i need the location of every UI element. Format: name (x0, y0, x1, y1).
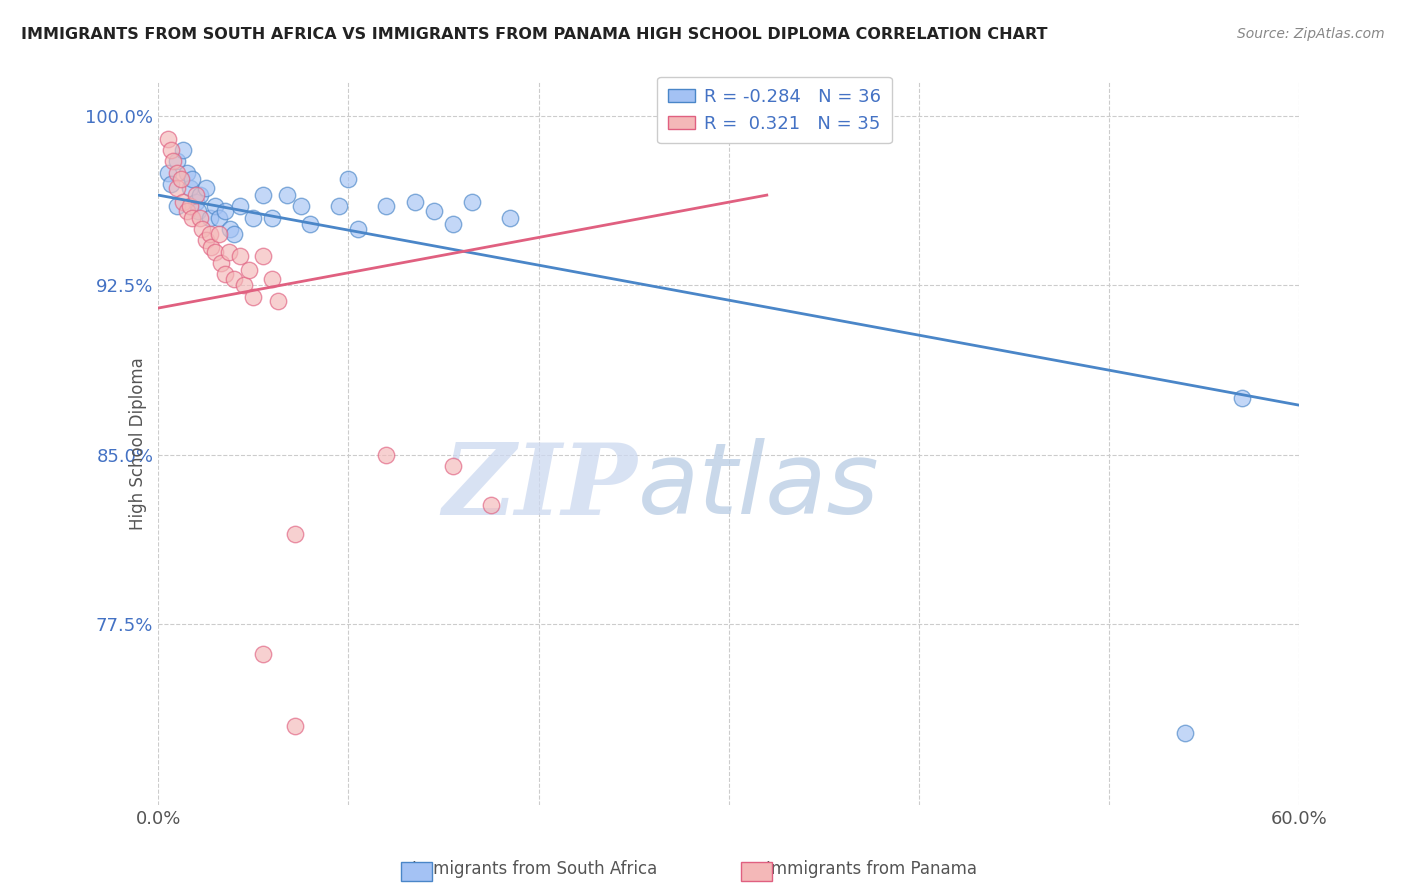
Point (176, 203, 198, 218)
Point (170, 172, 193, 186)
Point (172, 194, 194, 209)
Point (262, 271, 284, 285)
Point (441, 459, 464, 474)
Point (242, 290, 264, 304)
Point (252, 188, 274, 202)
Point (299, 218, 322, 232)
Point (404, 194, 426, 209)
Point (204, 199, 226, 213)
Point (160, 143, 183, 157)
Point (1174, 726, 1197, 740)
Point (194, 181, 217, 195)
Point (166, 165, 188, 179)
Point (347, 222, 370, 236)
Point (214, 267, 236, 281)
Point (242, 211, 264, 225)
Point (186, 194, 208, 209)
Point (198, 211, 221, 225)
Point (337, 172, 360, 186)
Point (188, 211, 211, 225)
Point (208, 211, 231, 225)
Point (262, 211, 284, 225)
Point (224, 271, 246, 285)
Point (179, 181, 201, 195)
Point (479, 498, 502, 512)
Point (1232, 392, 1254, 406)
Point (204, 244, 226, 259)
Point (198, 227, 221, 241)
Text: IMMIGRANTS FROM SOUTH AFRICA VS IMMIGRANTS FROM PANAMA HIGH SCHOOL DIPLOMA CORRE: IMMIGRANTS FROM SOUTH AFRICA VS IMMIGRAN… (21, 27, 1047, 42)
Point (229, 249, 252, 263)
Point (252, 647, 274, 661)
Point (284, 719, 307, 733)
Point (200, 240, 222, 254)
Point (191, 222, 214, 236)
Point (267, 294, 290, 309)
Y-axis label: High School Diploma: High School Diploma (129, 357, 148, 530)
Point (224, 227, 246, 241)
Text: ZIP: ZIP (443, 439, 637, 535)
Point (229, 199, 252, 213)
Point (238, 262, 260, 277)
Point (232, 278, 254, 293)
Point (188, 188, 211, 202)
Point (156, 165, 179, 179)
Point (328, 199, 350, 213)
Point (172, 143, 194, 157)
Text: Immigrants from South Africa: Immigrants from South Africa (412, 860, 657, 878)
Point (186, 188, 208, 202)
Point (214, 203, 236, 218)
Point (179, 199, 201, 213)
Point (461, 194, 484, 209)
Point (499, 211, 522, 225)
Point (441, 218, 464, 232)
Point (209, 256, 232, 270)
Point (156, 131, 179, 145)
Point (219, 222, 242, 236)
Point (375, 448, 398, 462)
Point (160, 177, 183, 191)
Point (252, 249, 274, 263)
Point (423, 203, 446, 218)
Text: Source: ZipAtlas.com: Source: ZipAtlas.com (1237, 27, 1385, 41)
Point (194, 233, 217, 247)
Legend: R = -0.284   N = 36, R =  0.321   N = 35: R = -0.284 N = 36, R = 0.321 N = 35 (657, 77, 891, 144)
Point (218, 244, 240, 259)
Point (176, 165, 198, 179)
Point (187, 203, 209, 218)
Point (166, 154, 188, 169)
Text: atlas: atlas (637, 439, 879, 535)
Point (181, 172, 204, 186)
Point (284, 527, 307, 541)
Point (208, 227, 231, 241)
Point (181, 211, 204, 225)
Point (375, 199, 398, 213)
Point (276, 188, 298, 202)
Point (166, 199, 188, 213)
Point (162, 154, 184, 169)
Text: Immigrants from Panama: Immigrants from Panama (766, 860, 977, 878)
Point (166, 181, 188, 195)
Point (290, 199, 312, 213)
